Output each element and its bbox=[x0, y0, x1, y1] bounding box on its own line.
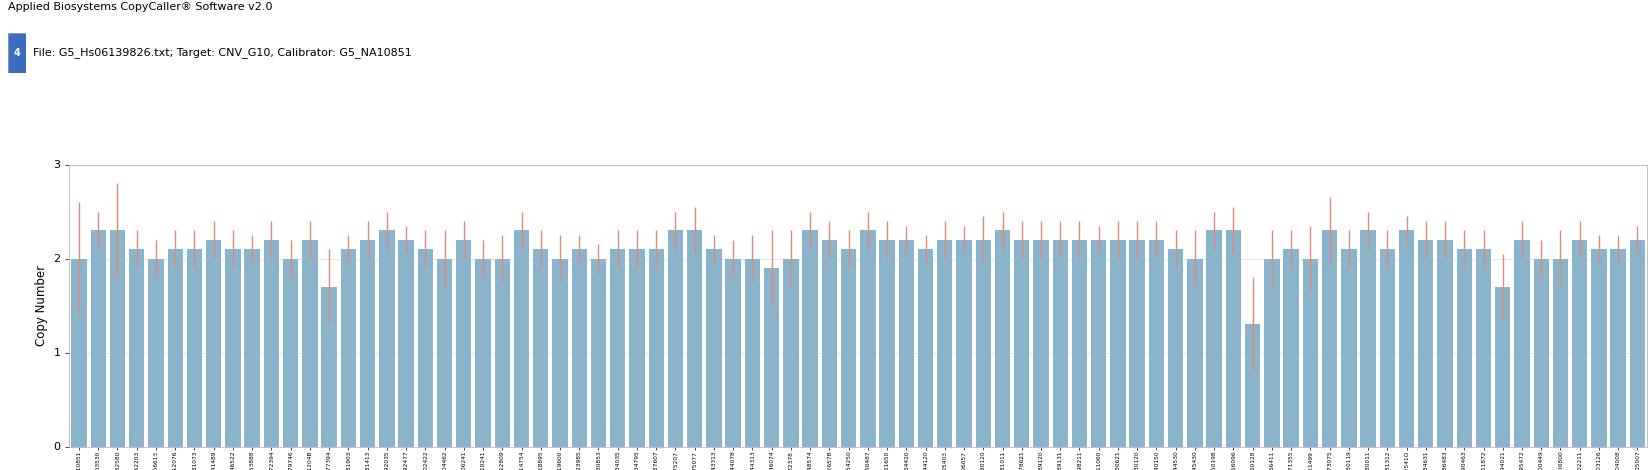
Bar bbox=[1130, 240, 1145, 446]
Text: File: G5_Hs06139826.txt; Target: CNV_G10, Calibrator: G5_NA10851: File: G5_Hs06139826.txt; Target: CNV_G10… bbox=[33, 47, 411, 58]
Bar bbox=[534, 249, 548, 446]
Bar bbox=[610, 249, 626, 446]
Bar bbox=[1533, 258, 1550, 446]
Bar bbox=[763, 268, 780, 446]
Bar bbox=[1379, 249, 1394, 446]
Bar bbox=[1148, 240, 1165, 446]
Bar bbox=[552, 258, 568, 446]
Bar bbox=[937, 240, 953, 446]
Bar bbox=[687, 230, 702, 446]
Bar bbox=[91, 230, 106, 446]
Bar bbox=[919, 249, 933, 446]
Bar bbox=[725, 258, 740, 446]
Bar bbox=[1322, 230, 1336, 446]
Bar bbox=[71, 258, 86, 446]
Bar bbox=[1246, 324, 1260, 446]
Bar bbox=[1457, 249, 1472, 446]
Bar bbox=[1264, 258, 1280, 446]
Bar bbox=[572, 249, 586, 446]
FancyBboxPatch shape bbox=[8, 33, 26, 73]
Bar bbox=[1631, 240, 1645, 446]
Bar bbox=[1399, 230, 1414, 446]
Bar bbox=[783, 258, 798, 446]
Bar bbox=[1341, 249, 1356, 446]
Bar bbox=[1360, 230, 1376, 446]
Bar bbox=[1417, 240, 1434, 446]
Bar bbox=[244, 249, 259, 446]
Bar bbox=[705, 249, 722, 446]
Bar bbox=[629, 249, 644, 446]
Bar bbox=[302, 240, 317, 446]
Bar bbox=[649, 249, 664, 446]
Bar bbox=[995, 230, 1011, 446]
Bar bbox=[1303, 258, 1318, 446]
Bar bbox=[1284, 249, 1298, 446]
Bar bbox=[879, 240, 895, 446]
Bar bbox=[149, 258, 164, 446]
Bar bbox=[360, 240, 375, 446]
Bar bbox=[109, 230, 126, 446]
Bar bbox=[1475, 249, 1492, 446]
Bar bbox=[1206, 230, 1222, 446]
Bar bbox=[264, 240, 279, 446]
Bar bbox=[861, 230, 876, 446]
Bar bbox=[225, 249, 241, 446]
Bar bbox=[1495, 287, 1510, 446]
Bar bbox=[1515, 240, 1530, 446]
Bar bbox=[1090, 240, 1107, 446]
Bar bbox=[514, 230, 529, 446]
Bar bbox=[1072, 240, 1087, 446]
Bar bbox=[899, 240, 914, 446]
Bar bbox=[1437, 240, 1452, 446]
Bar bbox=[456, 240, 471, 446]
Bar bbox=[494, 258, 510, 446]
Bar bbox=[841, 249, 856, 446]
Bar bbox=[1188, 258, 1203, 446]
Bar bbox=[591, 258, 606, 446]
Bar bbox=[976, 240, 991, 446]
Bar bbox=[745, 258, 760, 446]
Bar bbox=[436, 258, 453, 446]
Bar bbox=[476, 258, 491, 446]
Bar bbox=[1226, 230, 1241, 446]
Bar bbox=[1168, 249, 1183, 446]
Bar bbox=[1553, 258, 1568, 446]
Bar bbox=[1573, 240, 1588, 446]
Bar bbox=[282, 258, 299, 446]
Bar bbox=[322, 287, 337, 446]
Bar bbox=[206, 240, 221, 446]
Bar bbox=[418, 249, 433, 446]
Bar bbox=[1032, 240, 1049, 446]
Bar bbox=[1611, 249, 1626, 446]
Bar bbox=[187, 249, 202, 446]
Bar bbox=[821, 240, 838, 446]
Bar bbox=[667, 230, 684, 446]
Text: 4: 4 bbox=[13, 48, 21, 58]
Bar bbox=[1110, 240, 1125, 446]
Bar bbox=[129, 249, 144, 446]
Bar bbox=[167, 249, 183, 446]
Bar bbox=[803, 230, 818, 446]
Y-axis label: Copy Number: Copy Number bbox=[35, 265, 48, 346]
Bar bbox=[1014, 240, 1029, 446]
Text: Applied Biosystems CopyCaller® Software v2.0: Applied Biosystems CopyCaller® Software … bbox=[8, 2, 273, 12]
Bar bbox=[1052, 240, 1067, 446]
Bar bbox=[957, 240, 971, 446]
Bar bbox=[398, 240, 413, 446]
Bar bbox=[340, 249, 357, 446]
Bar bbox=[1591, 249, 1607, 446]
Bar bbox=[380, 230, 395, 446]
